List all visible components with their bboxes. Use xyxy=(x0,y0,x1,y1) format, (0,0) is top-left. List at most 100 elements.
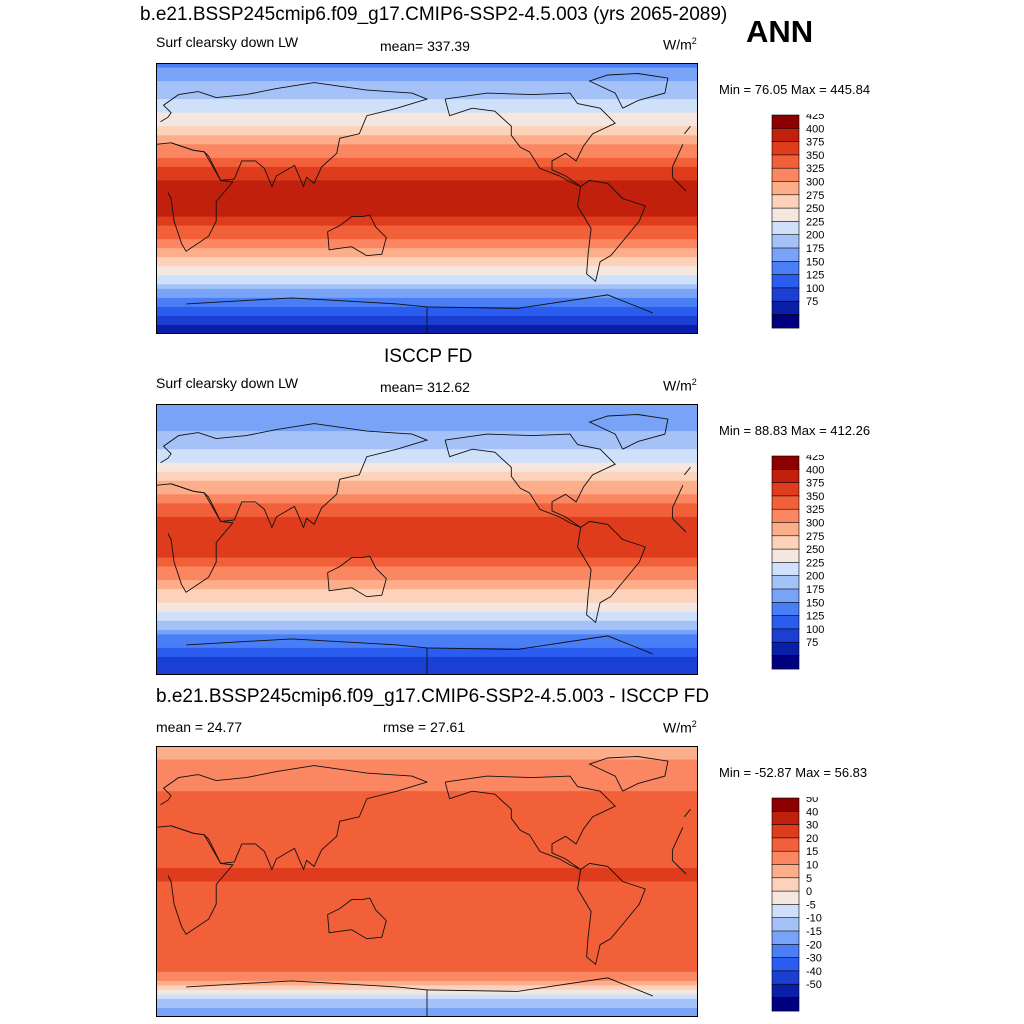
coastline xyxy=(588,73,669,109)
coastline xyxy=(327,555,387,598)
latitude-band xyxy=(156,611,698,617)
latitude-band xyxy=(156,620,698,626)
panel2-units: W/m2 xyxy=(663,377,697,394)
colorbar-swatch xyxy=(771,864,800,879)
colorbar-tick-label: -10 xyxy=(806,913,822,925)
colorbar-swatch xyxy=(771,154,800,169)
colorbar-swatch xyxy=(771,221,800,236)
colorbar-tick-label: -5 xyxy=(806,899,816,911)
latitude-band xyxy=(156,126,698,132)
colorbar-tick-label: 400 xyxy=(806,464,824,476)
latitude-band xyxy=(156,836,698,842)
latitude-band xyxy=(156,944,698,950)
latitude-band xyxy=(156,408,698,414)
colorbar-swatch xyxy=(771,824,800,839)
colorbar-tick-label: 325 xyxy=(806,163,824,175)
panel3-center-label: rmse = 27.61 xyxy=(383,719,466,735)
latitude-band xyxy=(156,302,698,308)
latitude-band xyxy=(156,530,698,536)
latitude-band xyxy=(156,221,698,227)
colorbar-swatch xyxy=(771,970,800,985)
latitude-band xyxy=(156,440,698,446)
latitude-band xyxy=(156,243,698,249)
latitude-band xyxy=(156,512,698,518)
colorbar-swatch xyxy=(771,495,800,510)
colorbar-tick-label: -30 xyxy=(806,953,822,965)
latitude-band xyxy=(156,413,698,419)
latitude-band xyxy=(156,135,698,141)
latitude-band xyxy=(156,818,698,824)
latitude-band xyxy=(156,629,698,635)
coastline xyxy=(186,980,428,1017)
coastline xyxy=(671,827,684,851)
colorbar-swatch xyxy=(771,167,800,183)
colorbar-swatch xyxy=(771,811,800,826)
latitude-band xyxy=(156,462,698,468)
panel2-map xyxy=(156,404,698,675)
colorbar-swatch xyxy=(771,455,800,470)
colorbar-swatch xyxy=(771,181,800,196)
latitude-band xyxy=(156,480,698,486)
map-border xyxy=(156,746,698,1017)
latitude-band xyxy=(156,899,698,905)
latitude-band xyxy=(156,908,698,914)
latitude-band xyxy=(156,638,698,644)
latitude-band xyxy=(156,184,698,191)
panel2-minmax: Min = 88.83 Max = 412.26 xyxy=(719,423,871,438)
colorbar-tick-label: 425 xyxy=(806,455,824,463)
colorbar-tick-label: 100 xyxy=(806,283,824,295)
latitude-band xyxy=(156,203,698,209)
latitude-band xyxy=(156,895,698,901)
latitude-band xyxy=(156,967,698,973)
coastline xyxy=(186,638,428,675)
map-svg xyxy=(156,746,698,1017)
panel3-minmax: Min = -52.87 Max = 56.83 xyxy=(719,765,868,780)
latitude-band xyxy=(156,485,698,491)
colorbar-tick-label: 300 xyxy=(806,518,824,530)
coastline xyxy=(156,765,429,871)
coastline xyxy=(577,520,646,624)
colorbar-tick-label: 125 xyxy=(806,611,824,623)
latitude-band xyxy=(156,239,698,245)
latitude-band xyxy=(156,525,698,532)
latitude-band xyxy=(156,67,698,73)
panel1-colorbar: 75 100 125 150 175 200 225 250 275 300 325 350 375 40… xyxy=(770,114,850,329)
latitude-band xyxy=(156,764,698,770)
latitude-band xyxy=(156,616,698,622)
colorbar-swatch xyxy=(771,957,800,972)
latitude-band xyxy=(156,171,698,177)
panel1-left-label: Surf clearsky down LW xyxy=(156,34,299,50)
latitude-band xyxy=(156,422,698,428)
coastline xyxy=(426,635,653,655)
latitude-band xyxy=(156,144,698,150)
latitude-band xyxy=(156,467,698,473)
colorbar-swatch xyxy=(771,930,800,945)
colorbar-swatch xyxy=(771,194,800,209)
latitude-band xyxy=(156,193,698,200)
colorbar-tick-label: 375 xyxy=(806,137,824,149)
latitude-band xyxy=(156,926,698,932)
coastline xyxy=(671,849,687,875)
latitude-band xyxy=(156,935,698,941)
latitude-band xyxy=(156,108,698,114)
latitude-band xyxy=(156,791,698,797)
latitude-band xyxy=(156,453,698,459)
latitude-band xyxy=(156,571,698,577)
coastline xyxy=(671,166,687,192)
latitude-band xyxy=(156,117,698,123)
latitude-band xyxy=(156,917,698,923)
latitude-band xyxy=(156,234,698,240)
latitude-band xyxy=(156,257,698,263)
colorbar-tick-label: 5 xyxy=(806,873,812,885)
latitude-band xyxy=(156,248,698,254)
latitude-band xyxy=(156,426,698,432)
colorbar-swatch xyxy=(771,904,800,919)
coastline xyxy=(156,82,429,188)
map-border xyxy=(156,63,698,334)
latitude-band xyxy=(156,854,698,860)
latitude-band xyxy=(156,809,698,815)
colorbar-swatch xyxy=(771,602,800,617)
latitude-band xyxy=(156,643,698,649)
latitude-band xyxy=(156,625,698,631)
latitude-band xyxy=(156,81,698,87)
